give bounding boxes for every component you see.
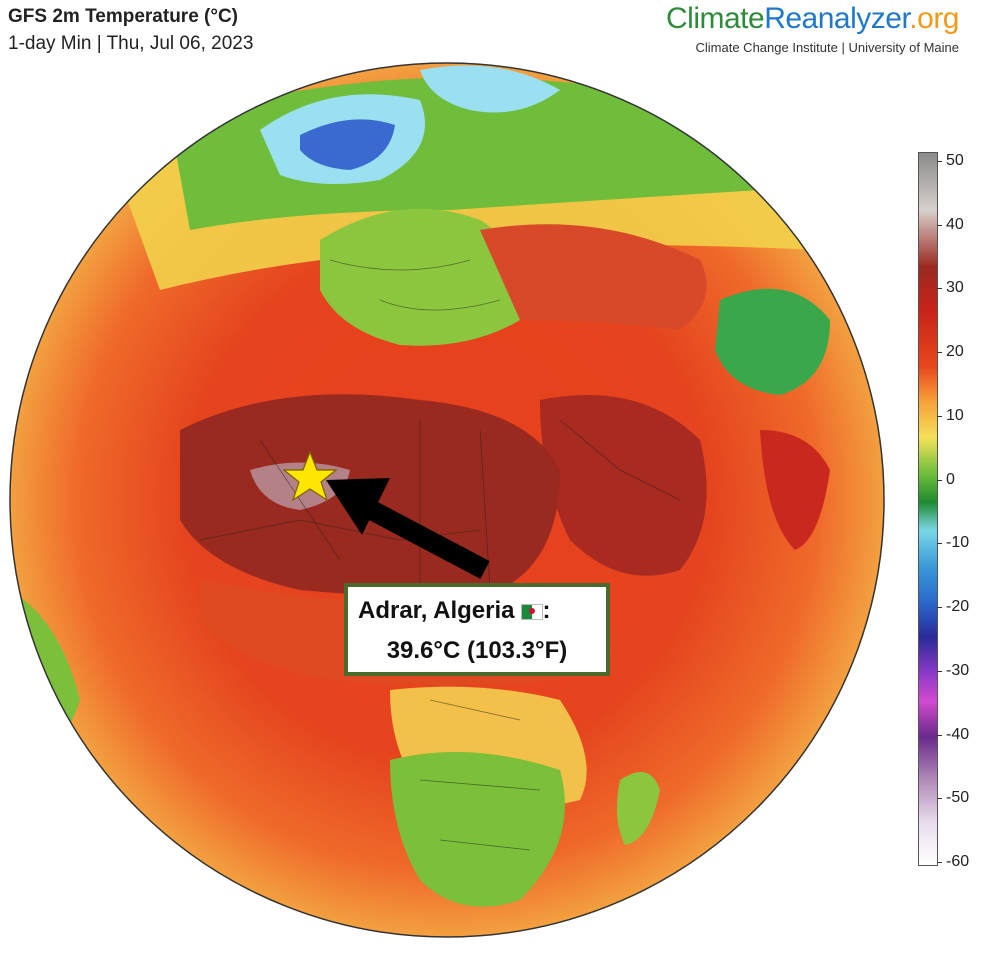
- page-subtitle: 1-day Min | Thu, Jul 06, 2023: [8, 33, 254, 54]
- colorbar-tick-label: -20: [946, 598, 970, 616]
- india: [760, 430, 830, 550]
- colorbar-tick-label: -30: [946, 661, 970, 679]
- arctic-ice: [420, 65, 560, 113]
- arabia-hot: [540, 395, 707, 576]
- page-title: GFS 2m Temperature (°C): [8, 6, 239, 27]
- europe-land: [320, 208, 522, 346]
- colorbar-tick-label: 30: [946, 279, 964, 297]
- brand-tagline: Climate Change Institute | University of…: [695, 40, 960, 55]
- location-callout: Adrar, Algeria: 39.6°C (103.3°F): [344, 583, 610, 676]
- colorbar-tick-label: 40: [946, 215, 964, 233]
- brand-part-3: .org: [909, 2, 959, 35]
- brand-part-1: Climate: [666, 2, 765, 35]
- colorbar-tick-label: -40: [946, 725, 970, 743]
- brand-part-2: Reanalyzer: [764, 2, 910, 35]
- central-asia-green: [715, 288, 830, 395]
- southern-africa-green: [390, 752, 565, 907]
- colorbar-tick-mark: [937, 734, 942, 736]
- madagascar: [616, 772, 660, 845]
- colorbar-tick-mark: [937, 479, 942, 481]
- temperature-colorbar: [918, 152, 938, 866]
- colorbar-tick-mark: [937, 161, 942, 162]
- colorbar-tick-label: -60: [946, 853, 970, 870]
- colorbar-tick-mark: [937, 415, 942, 417]
- colorbar-tick-mark: [937, 607, 942, 609]
- globe-outline: [9, 62, 885, 938]
- greenland-cold-core: [300, 119, 395, 170]
- callout-arrow-icon: [326, 478, 490, 579]
- callout-place-line: Adrar, Algeria:: [358, 597, 551, 625]
- colorbar-tick-label: -10: [946, 534, 970, 552]
- algeria-flag-icon: [520, 603, 543, 620]
- colorbar-tick-mark: [937, 862, 942, 863]
- callout-temperature: 39.6°C (103.3°F): [386, 637, 568, 664]
- brand-logo[interactable]: ClimateReanalyzer.org: [666, 2, 959, 36]
- location-star-icon: [282, 450, 338, 502]
- colorbar-tick-mark: [937, 798, 942, 800]
- colorbar-tick-mark: [937, 543, 942, 545]
- colorbar-tick-mark: [937, 224, 942, 226]
- colorbar-tick-mark: [937, 352, 942, 354]
- callout-place: Adrar, Algeria: [358, 597, 515, 624]
- colorbar-tick-label: 0: [946, 470, 955, 488]
- colorbar-tick-label: 50: [946, 152, 964, 169]
- eastern-europe-warm: [480, 224, 707, 330]
- callout-separator: :: [542, 597, 551, 624]
- colorbar-tick-label: -50: [946, 789, 970, 807]
- colorbar-tick-label: 10: [946, 406, 964, 424]
- colorbar-tick-mark: [937, 288, 942, 290]
- colorbar-tick-mark: [937, 670, 942, 672]
- colorbar-tick-label: 20: [946, 343, 964, 361]
